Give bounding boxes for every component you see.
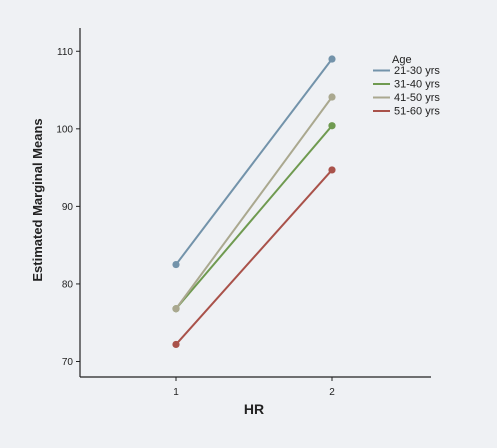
legend-entry: 31-40 yrs	[394, 79, 440, 91]
legend-entry: 51-60 yrs	[394, 106, 440, 118]
x-axis-title: HR	[244, 401, 264, 417]
y-tick-label: 100	[56, 124, 73, 135]
data-point	[328, 55, 336, 63]
legend-entry: 21-30 yrs	[394, 65, 440, 77]
x-tick-label: 1	[173, 387, 179, 398]
series-line	[175, 96, 333, 310]
data-point	[328, 166, 336, 174]
series-line	[175, 169, 333, 346]
series-line	[175, 125, 333, 310]
data-point	[328, 122, 336, 130]
y-tick-label: 110	[57, 47, 73, 58]
y-axis-title: Estimated Marginal Means	[30, 118, 45, 281]
y-tick-label: 80	[62, 279, 74, 290]
data-point	[172, 305, 180, 313]
y-tick-label: 90	[62, 202, 74, 213]
data-point	[328, 93, 336, 101]
y-tick-label: 70	[62, 357, 74, 368]
series-group	[172, 55, 336, 349]
axes	[79, 28, 431, 378]
legend-title: Age	[392, 54, 412, 66]
legend-entry: 41-50 yrs	[394, 92, 440, 104]
data-point	[172, 260, 180, 269]
series-line	[175, 58, 333, 266]
x-tick-label: 2	[329, 387, 335, 398]
data-point	[172, 340, 180, 349]
tick-group: 70 80 90 100 110 1 2	[56, 47, 335, 398]
